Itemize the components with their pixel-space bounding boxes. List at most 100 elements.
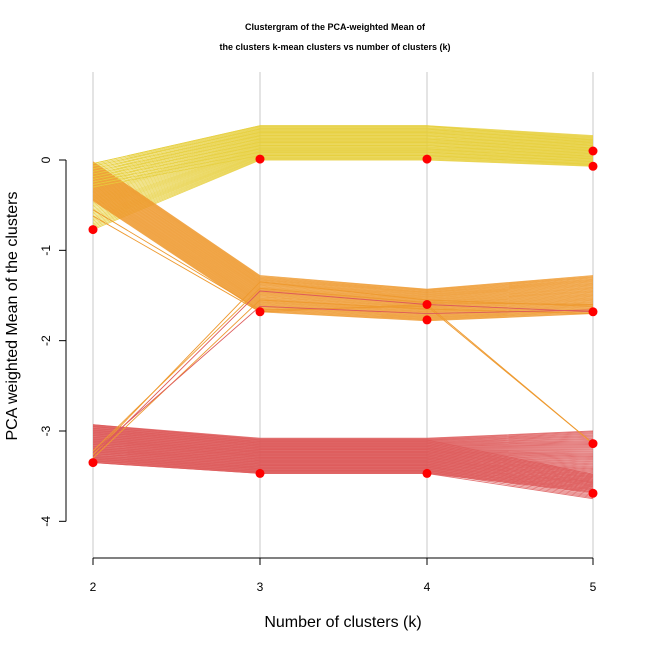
cluster-mean-point [255, 307, 265, 317]
y-tick-label: -2 [39, 335, 53, 346]
cluster-line [92, 168, 594, 296]
cluster-line [92, 179, 594, 305]
cluster-line [92, 153, 594, 219]
cluster-line [92, 444, 594, 488]
cluster-line [92, 447, 594, 490]
cluster-line [92, 167, 594, 295]
cluster-line [92, 177, 594, 304]
cluster-line [92, 132, 594, 179]
y-tick-label: -4 [39, 516, 53, 527]
cluster-line [92, 192, 594, 315]
cluster-line [92, 163, 594, 292]
cluster-line [92, 456, 594, 484]
cluster-line [92, 456, 594, 496]
cluster-line [92, 145, 594, 180]
x-tick-label: 5 [590, 580, 597, 594]
cluster-line [92, 182, 594, 308]
cluster-line [92, 150, 594, 214]
cluster-line [92, 138, 594, 175]
cluster-line [92, 433, 594, 481]
cluster-line [92, 175, 594, 302]
cluster-line [92, 159, 594, 231]
cluster-line [92, 449, 594, 492]
cluster-line [92, 424, 594, 439]
cluster-line [92, 181, 594, 306]
cluster-line [92, 454, 594, 481]
cluster-mean-point [588, 161, 598, 171]
y-tick-label: 0 [39, 156, 53, 163]
cluster-line [92, 173, 594, 300]
cluster-line [92, 155, 594, 188]
cluster-line [92, 451, 594, 493]
cluster-line [92, 170, 594, 298]
cluster-line [92, 198, 594, 320]
cluster-mean-points [88, 146, 598, 498]
cluster-line [92, 128, 594, 167]
cluster-line [92, 459, 594, 489]
cluster-line [92, 169, 594, 297]
cluster-line [92, 453, 594, 494]
x-tick-label: 2 [90, 580, 97, 594]
cluster-line [92, 163, 594, 291]
cluster-line [92, 144, 594, 201]
cluster-line [92, 196, 594, 319]
cluster-line [92, 142, 594, 198]
chart-title-line-2: the clusters k-mean clusters vs number o… [219, 42, 450, 52]
cluster-line [92, 462, 594, 500]
x-axis-label: Number of clusters (k) [264, 614, 421, 631]
cluster-mean-point [255, 154, 265, 164]
cluster-mean-point [588, 307, 598, 317]
cluster-line [92, 149, 594, 211]
cluster-line [92, 165, 594, 293]
chart-title-line-1: Clustergram of the PCA-weighted Mean of [245, 22, 426, 32]
cluster-line [92, 131, 594, 170]
cluster-line [92, 438, 594, 485]
cluster-line [92, 174, 594, 301]
cluster-line [92, 154, 594, 221]
cluster-line [92, 168, 594, 296]
cluster-line [92, 199, 594, 321]
cluster-line [92, 161, 594, 290]
cluster-line [92, 145, 594, 204]
cluster-line [92, 454, 594, 495]
cluster-mean-point [422, 154, 432, 164]
y-tick-label: -1 [39, 245, 53, 256]
cluster-line [92, 166, 594, 294]
cluster-line [92, 126, 594, 167]
cluster-line [92, 158, 594, 228]
cluster-line [92, 305, 594, 454]
x-tick-label: 4 [424, 580, 431, 594]
cluster-line [92, 188, 594, 312]
cluster-line [92, 187, 594, 312]
cluster-line [92, 427, 594, 478]
cluster-line [92, 290, 594, 457]
cluster-line [92, 429, 594, 479]
cluster-mean-point [88, 225, 98, 235]
cluster-line [92, 152, 594, 216]
cluster-mean-point [255, 468, 265, 478]
cluster-line [92, 157, 594, 226]
cluster-line [92, 162, 594, 291]
cluster-line [92, 141, 594, 178]
cluster-line [92, 195, 594, 318]
cluster-line [92, 426, 594, 476]
cluster-line [92, 164, 594, 293]
cluster-line [92, 148, 594, 183]
cluster-line [92, 287, 594, 452]
cluster-line [92, 172, 594, 299]
cluster-line [92, 151, 594, 185]
cluster-lines [92, 125, 594, 500]
cluster-line [92, 431, 594, 480]
x-tick-label: 3 [257, 580, 264, 594]
cluster-line [92, 129, 594, 173]
cluster-line [92, 147, 594, 208]
cluster-mean-point [588, 488, 598, 498]
cluster-line [92, 458, 594, 497]
cluster-line [92, 180, 594, 306]
cluster-mean-point [88, 458, 98, 468]
cluster-line [92, 436, 594, 483]
cluster-mean-point [422, 315, 432, 325]
cluster-line [92, 445, 594, 489]
cluster-line [92, 440, 594, 486]
